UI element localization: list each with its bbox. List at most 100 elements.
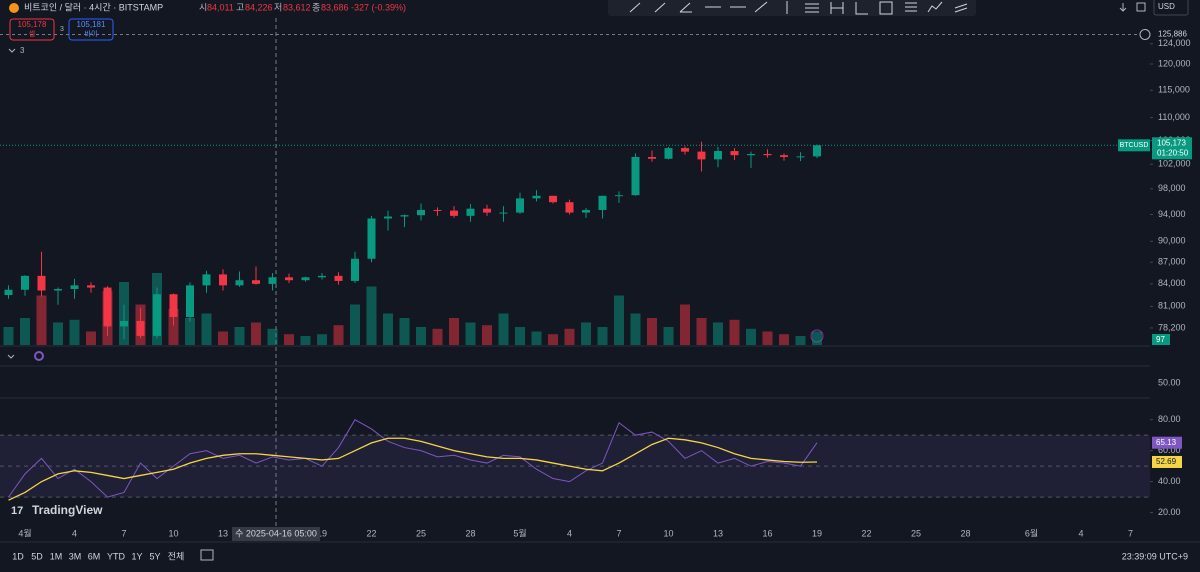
- x-tick-label: 19: [812, 528, 822, 538]
- y-tick-label: 81,000: [1158, 301, 1186, 311]
- candle-body: [285, 277, 293, 281]
- tool[interactable]: [954, 3, 968, 13]
- interval-button[interactable]: YTD: [107, 551, 126, 561]
- tool[interactable]: [905, 2, 917, 12]
- candle-body: [4, 289, 13, 295]
- candle-body: [532, 195, 541, 199]
- candle-body: [433, 209, 442, 211]
- collapse-icon[interactable]: [8, 48, 16, 53]
- candle-body: [417, 209, 425, 216]
- tool[interactable]: [830, 2, 844, 14]
- y-tick-label: 90,000: [1158, 236, 1186, 246]
- tool[interactable]: [927, 1, 943, 13]
- tool[interactable]: [679, 2, 692, 13]
- currency: USD: [1158, 2, 1175, 11]
- interval-button[interactable]: 3M: [69, 551, 82, 561]
- volume-bar: [366, 286, 377, 345]
- x-tick-label: 4: [567, 528, 572, 538]
- candle-body: [120, 320, 128, 327]
- interval-button[interactable]: 6M: [88, 551, 101, 561]
- y-tick-label: 78,200: [1158, 322, 1186, 332]
- candle-body: [301, 277, 310, 281]
- candle-body: [351, 258, 359, 281]
- tool[interactable]: [654, 2, 666, 13]
- ma-line: [8, 437, 818, 501]
- volume-tag-box: [1152, 334, 1170, 345]
- bottom-toolbar: [0, 545, 1200, 572]
- x-tick-label: 10: [663, 528, 673, 538]
- candle-body: [169, 294, 178, 318]
- range-button[interactable]: [200, 549, 214, 561]
- interval-button[interactable]: 전체: [168, 551, 185, 561]
- volume-bar: [482, 325, 492, 345]
- interval-button[interactable]: 5D: [31, 551, 43, 561]
- interval-button[interactable]: 1M: [50, 551, 63, 561]
- volume-bar: [300, 336, 311, 345]
- volume-bar: [564, 328, 575, 345]
- x-tick-label: 5월: [513, 527, 526, 538]
- currency-box[interactable]: [1153, 0, 1189, 16]
- open: 84,011: [207, 2, 234, 12]
- volume-bar: [383, 313, 393, 345]
- y-tick-label: 40.00: [1158, 476, 1181, 486]
- candle-body: [202, 274, 211, 286]
- x-tick-label: 7: [616, 528, 621, 538]
- crosshair-label-box: [232, 527, 320, 541]
- tool[interactable]: [754, 1, 768, 13]
- clock: 23:39:09 UTC+9: [1122, 551, 1188, 561]
- ma-tag-box: [1152, 455, 1182, 468]
- volume-bar: [812, 331, 822, 345]
- symbol[interactable]: 비트코인 / 달러 · 4시간 · BITSTAMP: [24, 1, 163, 12]
- volume-bar: [234, 327, 245, 345]
- fullscreen-button[interactable]: [1136, 2, 1146, 12]
- x-tick-label: 28: [960, 528, 970, 538]
- open-label: 시: [199, 2, 207, 12]
- volume-bar: [333, 325, 344, 345]
- x-tick-label: 13: [713, 528, 723, 538]
- candle-body: [813, 145, 821, 157]
- tool[interactable]: [629, 2, 641, 13]
- candle-body: [598, 195, 607, 210]
- interval-button[interactable]: 1Y: [131, 551, 142, 561]
- candle-body: [268, 277, 277, 284]
- interval-button[interactable]: 5Y: [149, 551, 160, 561]
- volume-bar: [630, 313, 641, 345]
- tool[interactable]: [879, 1, 893, 15]
- volume-bar: [86, 331, 96, 345]
- y-tick-label: 60.00: [1158, 445, 1181, 455]
- rsi-line: [8, 419, 818, 498]
- candle-body: [70, 285, 79, 290]
- candle-body: [153, 294, 161, 336]
- countdown: 01:20:50: [1157, 148, 1189, 157]
- candle-body: [730, 151, 739, 156]
- alert-icon[interactable]: [1139, 28, 1151, 40]
- tool[interactable]: [805, 3, 819, 13]
- high: 84,226: [245, 2, 273, 12]
- y-tick-label: 110,000: [1158, 112, 1190, 122]
- pane-icon[interactable]: [34, 351, 44, 361]
- candle-body: [582, 209, 590, 213]
- pane-collapse[interactable]: [7, 354, 15, 359]
- x-tick-label: 7: [1128, 528, 1133, 538]
- volume-bar: [267, 328, 278, 345]
- x-tick-label: 10: [168, 528, 178, 538]
- interval-button[interactable]: 1D: [12, 551, 24, 561]
- scroll-button[interactable]: [1119, 3, 1127, 12]
- volume-bar: [449, 318, 459, 345]
- x-tick-label: 4월: [18, 527, 31, 538]
- drawing-tools: [629, 1, 968, 15]
- volume-bar: [680, 304, 690, 345]
- candle-body: [450, 210, 458, 216]
- spread: 3: [60, 26, 64, 33]
- volume-bar: [36, 295, 47, 345]
- x-tick-label: 7: [121, 528, 126, 538]
- candle-body: [549, 195, 557, 203]
- volume-bar: [647, 318, 657, 345]
- tool[interactable]: [855, 2, 868, 15]
- volume-bar: [581, 322, 591, 345]
- x-tick-label: 16: [762, 528, 772, 538]
- volume-bar: [432, 328, 443, 345]
- x-tick-label: 13: [218, 528, 228, 538]
- volume-bar: [284, 334, 294, 345]
